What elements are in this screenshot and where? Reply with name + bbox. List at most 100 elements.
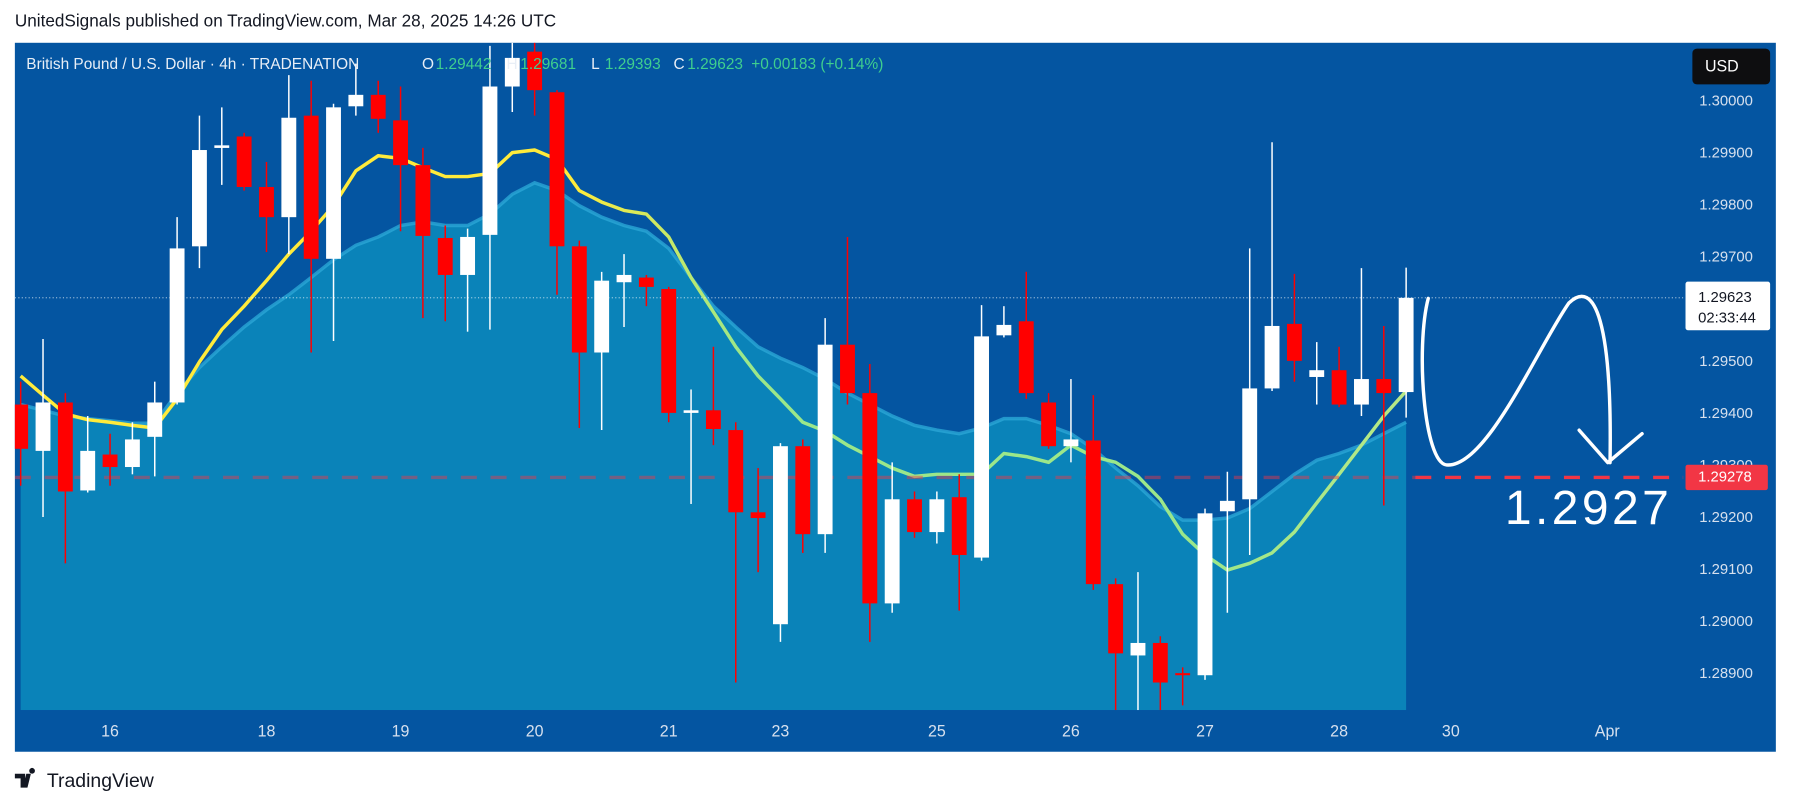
candle-body <box>504 57 520 87</box>
candle-body <box>1354 379 1369 405</box>
last-price-label: 1.29623 <box>1698 289 1752 306</box>
candle-body <box>370 94 386 119</box>
x-tick-label: 21 <box>660 722 678 740</box>
candle-body <box>1242 388 1258 500</box>
candle-body <box>728 430 744 513</box>
candle-body <box>1130 642 1146 656</box>
indicator-area-edge <box>20 180 1407 522</box>
candle-body <box>1152 642 1168 683</box>
x-tick-label: 27 <box>1196 722 1214 740</box>
ohlc-value: 1.29681 <box>520 56 576 73</box>
candle-body <box>57 402 73 492</box>
x-tick-label: 16 <box>101 722 119 740</box>
candle-body <box>393 120 408 166</box>
candle-body <box>773 446 788 625</box>
candle-body <box>1197 513 1213 676</box>
candle-body <box>1309 370 1325 377</box>
candle-body <box>192 150 207 247</box>
candle-body <box>907 499 922 533</box>
candle-body <box>750 512 766 519</box>
candle-body <box>549 92 565 247</box>
price-change: +0.00183 (+0.14%) <box>751 56 883 73</box>
candle-body <box>460 236 476 275</box>
x-tick-label: 23 <box>772 722 790 740</box>
plot-area <box>14 42 1684 711</box>
overlay: 1.30000 1.29900 1.29800 1.29700 1.29500 1.294… <box>26 48 1771 740</box>
candle-body <box>616 274 632 283</box>
candle-body <box>14 404 29 449</box>
symbol-title: British Pound / U.S. Dollar · 4h · TRADE… <box>26 56 359 73</box>
candle-body <box>527 51 543 91</box>
ohlc-letter: O <box>422 56 434 73</box>
currency-label: USD <box>1705 57 1739 75</box>
candle-body <box>124 439 140 468</box>
x-tick-label: 26 <box>1062 722 1080 740</box>
ohlc-letter: H <box>507 56 518 73</box>
candle-body <box>1063 439 1079 447</box>
candle-body <box>683 410 699 413</box>
candle-body <box>862 393 878 604</box>
candle-body <box>236 136 252 187</box>
candle-body <box>326 107 341 259</box>
ohlc-letter: L <box>591 56 600 73</box>
publisher-header: UnitedSignals published on TradingView.c… <box>15 10 556 30</box>
x-tick-label: 30 <box>1442 722 1460 740</box>
candle-body <box>840 344 855 394</box>
candle-body <box>951 497 967 555</box>
y-tick-label: 1.29800 <box>1699 197 1753 214</box>
x-tick-label: 28 <box>1330 722 1348 740</box>
candle-body <box>929 499 945 533</box>
candle-body <box>1264 325 1280 389</box>
candle-body <box>1331 370 1347 405</box>
price-annotation: 1.2927 <box>1505 481 1672 535</box>
candle-body <box>147 402 163 437</box>
ohlc-value: 1.29393 <box>605 56 661 73</box>
ohlc-value: 1.29623 <box>687 56 743 73</box>
candle-body <box>303 115 319 259</box>
drawn-curve <box>1420 294 1612 467</box>
candle-body <box>638 277 654 287</box>
candle-body <box>795 446 811 535</box>
candle-body <box>594 280 610 353</box>
ohlc-value: 1.29442 <box>436 56 492 73</box>
candle-body <box>661 288 677 413</box>
x-tick-label: 20 <box>526 722 544 740</box>
x-tick-label: 25 <box>928 722 946 740</box>
y-tick-label: 1.30000 <box>1699 93 1753 110</box>
y-tick-label: 1.29900 <box>1699 145 1753 162</box>
candle-body <box>996 324 1012 336</box>
candle-body <box>214 145 230 148</box>
y-tick-label: 1.29200 <box>1699 509 1753 526</box>
countdown-label: 02:33:44 <box>1698 310 1756 327</box>
candle-body <box>1219 500 1235 512</box>
x-tick-label: 19 <box>392 722 410 740</box>
candle-body <box>974 336 989 558</box>
currency-badge <box>1692 48 1771 85</box>
x-tick-label: Apr <box>1595 722 1621 740</box>
candle-body <box>705 410 721 430</box>
y-tick-label: 1.29100 <box>1699 561 1753 578</box>
indicator-area <box>20 182 1407 711</box>
brand-name: TradingView <box>47 770 155 792</box>
y-tick-label: 1.28900 <box>1699 665 1753 682</box>
candle-body <box>1018 321 1034 394</box>
candle-body <box>169 248 185 403</box>
candle-body <box>259 186 274 218</box>
candle-body <box>415 165 431 236</box>
candle-body <box>281 117 297 218</box>
ohlc-letter: C <box>674 56 685 73</box>
candle-body <box>80 450 96 491</box>
brand-logo: TradingView <box>14 767 155 792</box>
candle-body <box>482 86 498 235</box>
candle-body <box>1398 297 1414 393</box>
candle-body <box>437 237 453 275</box>
candle-body <box>1175 673 1191 676</box>
logo-icon <box>14 767 35 788</box>
candle-body <box>884 499 900 604</box>
level-label: 1.29278 <box>1698 468 1752 485</box>
last-price-badge <box>1685 281 1771 331</box>
candle-body <box>571 246 587 353</box>
candle-body <box>1376 379 1392 394</box>
candle-body <box>1286 323 1302 361</box>
